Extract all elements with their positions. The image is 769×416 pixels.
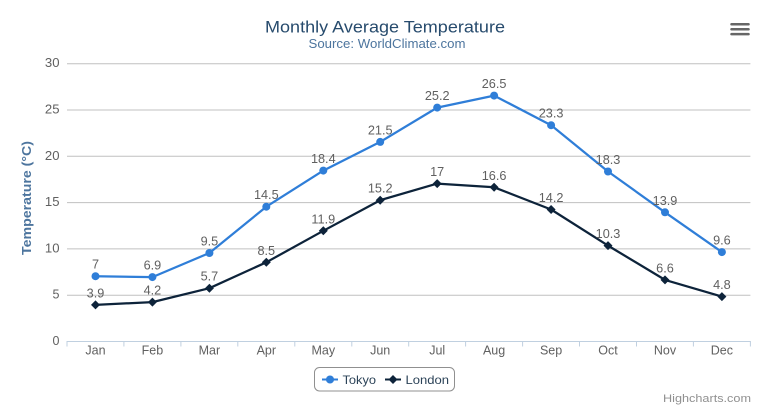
svg-text:Apr: Apr — [257, 343, 276, 357]
svg-text:10.3: 10.3 — [596, 227, 621, 241]
svg-text:Dec: Dec — [711, 343, 733, 357]
svg-text:Mar: Mar — [199, 343, 221, 357]
svg-text:20: 20 — [45, 149, 60, 163]
svg-text:3.9: 3.9 — [87, 286, 105, 300]
svg-text:Feb: Feb — [142, 343, 164, 357]
svg-text:15.2: 15.2 — [368, 182, 393, 196]
svg-text:17: 17 — [430, 165, 444, 179]
svg-text:0: 0 — [53, 334, 60, 348]
svg-text:15: 15 — [45, 195, 60, 209]
svg-text:30: 30 — [45, 56, 60, 70]
svg-text:5.7: 5.7 — [201, 270, 219, 284]
svg-text:18.4: 18.4 — [311, 152, 336, 166]
svg-text:Oct: Oct — [598, 343, 618, 357]
svg-text:25: 25 — [45, 103, 60, 117]
svg-text:Jun: Jun — [370, 343, 390, 357]
svg-text:4.2: 4.2 — [144, 284, 162, 298]
svg-text:10: 10 — [45, 241, 60, 255]
svg-text:6.9: 6.9 — [144, 259, 162, 273]
svg-text:9.5: 9.5 — [201, 235, 219, 249]
svg-text:5: 5 — [53, 288, 60, 302]
svg-text:14.5: 14.5 — [254, 188, 279, 202]
svg-text:7: 7 — [92, 258, 99, 272]
svg-text:Monthly Average Temperature: Monthly Average Temperature — [265, 19, 505, 37]
svg-text:21.5: 21.5 — [368, 123, 393, 137]
svg-text:13.9: 13.9 — [653, 194, 678, 208]
svg-text:May: May — [311, 343, 335, 357]
svg-text:Highcharts.com: Highcharts.com — [663, 393, 751, 405]
svg-text:Jul: Jul — [429, 343, 445, 357]
svg-text:8.5: 8.5 — [257, 244, 275, 258]
svg-text:23.3: 23.3 — [539, 107, 564, 121]
svg-text:4.8: 4.8 — [713, 278, 731, 292]
svg-text:Nov: Nov — [654, 343, 677, 357]
svg-text:Sep: Sep — [540, 343, 562, 357]
svg-text:11.9: 11.9 — [311, 212, 335, 226]
svg-text:Source: WorldClimate.com: Source: WorldClimate.com — [309, 37, 466, 51]
svg-text:18.3: 18.3 — [596, 153, 621, 167]
svg-text:Temperature (°C): Temperature (°C) — [20, 141, 34, 255]
svg-text:26.5: 26.5 — [482, 77, 507, 91]
svg-text:Jan: Jan — [85, 343, 105, 357]
svg-text:25.2: 25.2 — [425, 89, 450, 103]
svg-text:6.6: 6.6 — [656, 261, 674, 275]
svg-text:14.2: 14.2 — [539, 191, 564, 205]
svg-text:Aug: Aug — [483, 343, 505, 357]
svg-text:London: London — [406, 373, 450, 387]
svg-text:9.6: 9.6 — [713, 234, 731, 248]
svg-text:Tokyo: Tokyo — [343, 373, 377, 387]
svg-text:16.6: 16.6 — [482, 169, 507, 183]
